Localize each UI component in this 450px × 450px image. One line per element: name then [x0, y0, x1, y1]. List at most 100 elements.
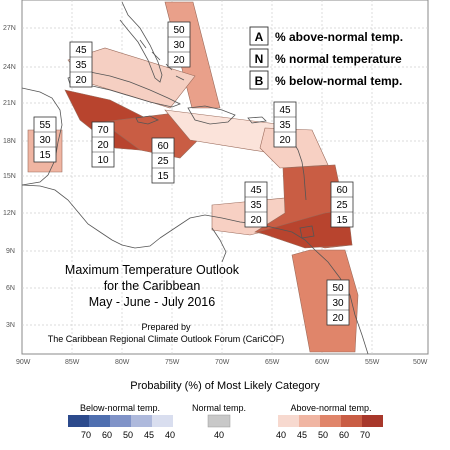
prob-above: 45 — [75, 45, 87, 56]
swatch — [362, 415, 383, 427]
prob-box-western-caribbean: 70 20 10 — [91, 121, 115, 168]
lon-tick-labels: 90W 85W 80W 75W 70W 65W 60W 55W 50W — [16, 359, 428, 366]
prob-above: 60 — [157, 141, 169, 152]
prob-normal: 30 — [332, 298, 344, 309]
colorbar-tick: 70 — [81, 430, 91, 440]
prob-above: 50 — [173, 25, 185, 36]
prob-normal: 25 — [157, 156, 169, 167]
prob-box-florida: 50 30 20 — [167, 21, 191, 68]
colorbar-tick: 40 — [276, 430, 286, 440]
key-letter: B — [255, 74, 264, 88]
lat-tick: 3N — [6, 322, 15, 329]
key-letter-box — [249, 48, 269, 68]
prob-box-hispaniola-pr: 45 35 20 — [273, 101, 297, 148]
colorbar-tick: 45 — [297, 430, 307, 440]
key-letter: N — [255, 52, 264, 66]
colorbar-below-label: Below-normal temp. — [80, 403, 160, 413]
prob-below: 20 — [173, 55, 185, 66]
swatch — [131, 415, 152, 427]
lon-tick: 75W — [165, 359, 180, 366]
prob-normal: 20 — [97, 140, 109, 151]
prob-above: 60 — [336, 185, 348, 196]
prob-below: 15 — [39, 150, 51, 161]
lon-tick: 60W — [315, 359, 330, 366]
prob-below: 15 — [157, 171, 169, 182]
swatch — [68, 415, 89, 427]
prob-normal: 35 — [75, 60, 87, 71]
prepared-by-line: The Caribbean Regional Climate Outlook F… — [48, 334, 285, 344]
swatch — [320, 415, 341, 427]
prob-below: 15 — [336, 215, 348, 226]
colorbar-tick: 45 — [144, 430, 154, 440]
lat-tick-labels: 27N 24N 21N 18N 15N 12N 9N 6N 3N — [3, 25, 16, 329]
swatch — [110, 415, 131, 427]
swatch — [152, 415, 173, 427]
lat-tick: 15N — [3, 173, 16, 180]
colorbar-below: Below-normal temp. 70 60 50 45 40 — [68, 403, 175, 440]
colorbar-tick: 50 — [123, 430, 133, 440]
lon-tick: 90W — [16, 359, 31, 366]
lon-tick: 70W — [215, 359, 230, 366]
colorbar-above: Above-normal temp. 40 45 50 60 70 — [276, 403, 383, 440]
lon-tick: 55W — [365, 359, 380, 366]
colorbar-tick: 70 — [360, 430, 370, 440]
lat-tick: 9N — [6, 248, 15, 255]
lon-tick: 50W — [413, 359, 428, 366]
prob-normal: 30 — [173, 40, 185, 51]
prob-box-lesser-antilles: 60 25 15 — [330, 181, 354, 228]
key-letter-box — [249, 26, 269, 46]
prob-normal: 30 — [39, 135, 51, 146]
prob-above: 50 — [332, 283, 344, 294]
swatch — [207, 414, 231, 428]
colorbar-above-label: Above-normal temp. — [290, 403, 371, 413]
swatch — [341, 415, 362, 427]
key-text: % above-normal temp. — [275, 30, 403, 44]
colorbar-normal-label: Normal temp. — [192, 403, 246, 413]
lon-tick: 80W — [115, 359, 130, 366]
prob-normal: 25 — [336, 200, 348, 211]
swatch — [278, 415, 299, 427]
prob-above: 70 — [97, 125, 109, 136]
coastlines — [21, 1, 369, 355]
lat-tick: 21N — [3, 100, 16, 107]
title-line: May - June - July 2016 — [89, 295, 215, 309]
swatch — [89, 415, 110, 427]
prob-below: 20 — [250, 215, 262, 226]
prob-normal: 35 — [279, 120, 291, 131]
prepared-by-line: Prepared by — [141, 322, 191, 332]
key-text: % below-normal temp. — [275, 74, 402, 88]
prob-below: 20 — [75, 75, 87, 86]
prob-above: 45 — [279, 105, 291, 116]
lat-tick: 12N — [3, 210, 16, 217]
prob-normal: 35 — [250, 200, 262, 211]
colorbar-tick: 60 — [102, 430, 112, 440]
prob-below: 20 — [279, 135, 291, 146]
prob-box-guianas: 50 30 20 — [326, 279, 350, 326]
lat-tick: 27N — [3, 25, 16, 32]
prob-box-jamaica: 60 25 15 — [151, 137, 175, 184]
prob-below: 20 — [332, 313, 344, 324]
lat-tick: 24N — [3, 64, 16, 71]
region-lesser-antilles-south — [256, 209, 353, 249]
colorbar-normal: Normal temp. 40 — [192, 403, 246, 440]
swatch — [299, 415, 320, 427]
region-guianas — [291, 249, 359, 353]
colorbar-tick: 40 — [214, 430, 224, 440]
prob-box-belize: 55 30 15 — [33, 116, 57, 163]
key-letter: A — [255, 30, 264, 44]
colorbar-tick: 50 — [318, 430, 328, 440]
lon-tick: 65W — [265, 359, 280, 366]
colorbar-tick: 40 — [165, 430, 175, 440]
category-key: A % above-normal temp. N % normal temper… — [249, 26, 403, 90]
prob-below: 10 — [97, 155, 109, 166]
colorbar-caption: Probability (%) of Most Likely Category — [130, 380, 320, 392]
key-text: % normal temperature — [275, 52, 402, 66]
region-jamaica — [101, 112, 201, 159]
title-line: for the Caribbean — [104, 279, 201, 293]
prob-box-abc-islands: 45 35 20 — [244, 181, 268, 228]
prob-above: 45 — [250, 185, 262, 196]
lat-tick: 18N — [3, 138, 16, 145]
prob-box-bahamas-north: 45 35 20 — [69, 41, 93, 88]
prob-above: 55 — [39, 120, 51, 131]
